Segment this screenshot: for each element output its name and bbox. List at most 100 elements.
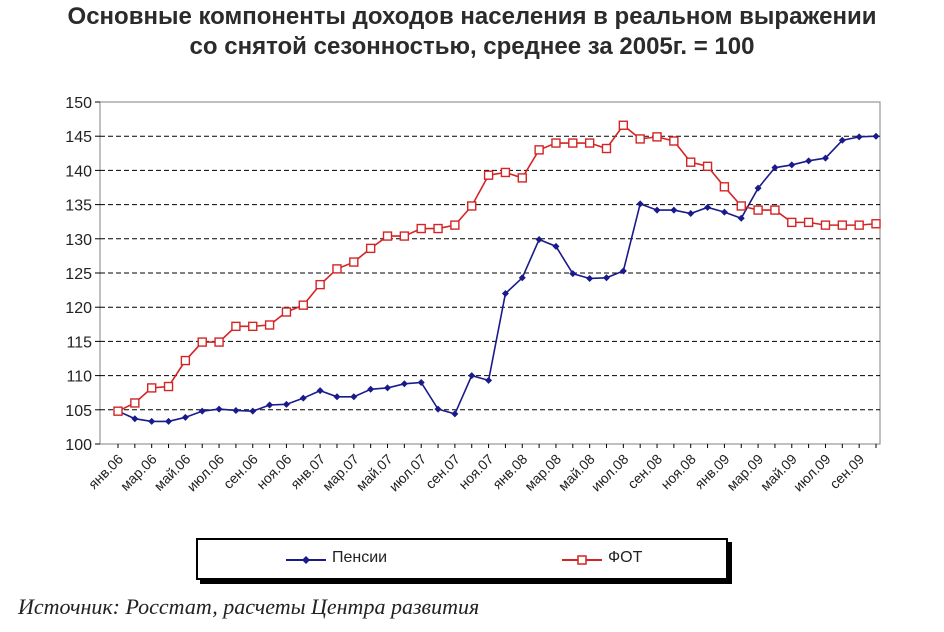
fot-point xyxy=(669,136,679,146)
pension-point xyxy=(737,214,745,222)
pension-point xyxy=(838,136,846,144)
fot-point xyxy=(231,321,241,332)
fot-point xyxy=(534,145,544,155)
y-tick-label: 110 xyxy=(66,369,92,386)
fot-point xyxy=(433,223,443,234)
x-tick-label: июл.08 xyxy=(588,451,632,495)
x-tick-label: июл.09 xyxy=(790,451,834,495)
pension-point xyxy=(165,417,173,425)
x-tick-label: ноя.07 xyxy=(455,451,497,493)
pension-point xyxy=(400,380,408,388)
fot-point xyxy=(332,264,342,274)
pension-point xyxy=(872,132,880,140)
pension-point xyxy=(451,410,459,418)
pension-point xyxy=(535,235,543,243)
fot-point xyxy=(214,337,224,347)
fot-point xyxy=(130,398,140,408)
x-tick-label: мар.09 xyxy=(723,451,766,494)
pension-point xyxy=(586,274,594,282)
y-tick-label: 140 xyxy=(65,163,92,180)
y-tick-label: 145 xyxy=(65,129,92,146)
fot-point xyxy=(298,300,308,310)
fot-point xyxy=(837,220,848,230)
fot-point xyxy=(736,201,746,211)
fot-point xyxy=(113,406,123,416)
fot-point xyxy=(315,279,325,290)
fot-point xyxy=(618,120,629,130)
fot-point xyxy=(197,337,207,347)
legend-fot-label: ФОТ xyxy=(608,549,643,566)
pension-point xyxy=(417,378,425,386)
fot-point xyxy=(483,170,494,180)
fot-point xyxy=(365,243,376,254)
series-line-fot xyxy=(117,124,877,412)
pension-point xyxy=(468,372,476,380)
fot-point xyxy=(163,381,174,392)
pension-point xyxy=(148,417,156,425)
fot-point xyxy=(803,217,814,228)
pension-point xyxy=(855,133,863,141)
pension-point xyxy=(299,394,307,402)
x-tick-label: сен.07 xyxy=(422,451,463,492)
pension-point xyxy=(704,203,712,211)
pension-point xyxy=(552,242,560,250)
chart-title-line2: со снятой сезонностью, среднее за 2005г.… xyxy=(189,33,755,60)
fot-point xyxy=(652,132,662,142)
fot-point xyxy=(686,157,696,167)
fot-point xyxy=(349,257,359,267)
y-tick-label: 135 xyxy=(65,198,92,215)
pension-point xyxy=(350,393,358,401)
y-tick-label: 130 xyxy=(65,232,92,249)
pension-point xyxy=(653,206,661,214)
pension-point xyxy=(384,384,392,392)
fot-point xyxy=(702,161,713,171)
x-tick-label: июл.07 xyxy=(386,451,430,495)
pension-point xyxy=(367,385,375,393)
legend-fot-marker xyxy=(577,555,587,565)
fot-point xyxy=(248,321,258,332)
pension-point xyxy=(434,405,442,413)
x-tick-label: июл.06 xyxy=(184,451,228,495)
pension-point xyxy=(754,184,762,192)
pension-point xyxy=(232,406,240,414)
fot-point xyxy=(753,205,763,215)
pension-point xyxy=(602,274,610,282)
pension-point xyxy=(788,161,796,169)
fot-point xyxy=(871,219,881,229)
source-note: Источник: Росстат, расчеты Центра развит… xyxy=(18,594,480,619)
pension-point xyxy=(771,164,779,172)
pension-point xyxy=(181,413,189,421)
y-tick-label: 125 xyxy=(65,266,92,283)
fot-point xyxy=(146,383,157,393)
pension-point xyxy=(215,405,223,413)
x-tick-label: ноя.08 xyxy=(657,451,699,493)
fot-point xyxy=(264,320,275,330)
fot-point xyxy=(820,220,831,230)
pension-point xyxy=(266,401,274,409)
pension-point xyxy=(249,407,257,415)
pension-point xyxy=(333,393,341,401)
fot-point xyxy=(450,220,460,230)
fot-point xyxy=(854,220,864,230)
chart-title-line1: Основные компоненты доходов населения в … xyxy=(67,3,877,30)
pension-point xyxy=(282,400,290,408)
fot-point xyxy=(382,231,393,241)
chart-legend: Пенсии ФОТ xyxy=(196,538,728,580)
pension-point xyxy=(131,415,139,423)
y-tick-label: 120 xyxy=(65,300,92,317)
fot-point xyxy=(281,307,292,317)
y-tick-label: 105 xyxy=(65,403,92,420)
x-tick-label: мар.06 xyxy=(117,451,160,494)
x-tick-label: мар.07 xyxy=(319,451,362,494)
pension-point xyxy=(316,387,324,395)
x-tick-label: мар.08 xyxy=(521,451,564,494)
fot-point xyxy=(551,138,561,148)
fot-point xyxy=(719,182,730,192)
fot-point xyxy=(399,231,410,241)
x-tick-label: сен.08 xyxy=(624,451,665,492)
fot-point xyxy=(770,205,780,215)
pension-point xyxy=(687,209,695,217)
y-tick-label: 100 xyxy=(65,437,92,454)
legend-pension-label: Пенсии xyxy=(332,549,388,566)
